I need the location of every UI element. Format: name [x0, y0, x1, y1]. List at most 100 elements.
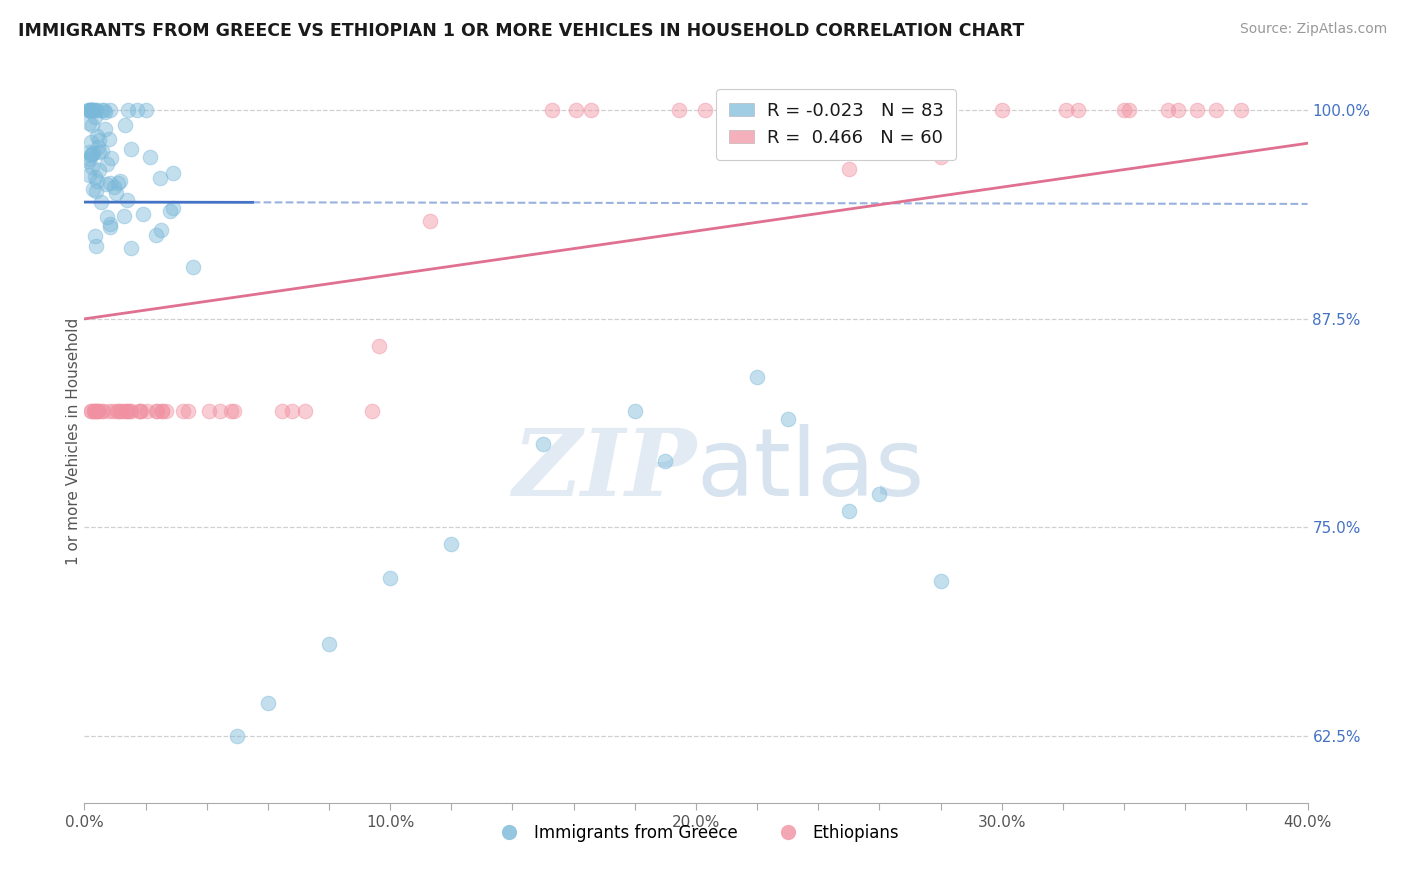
Point — [668, 103, 690, 118]
Point — [98, 103, 121, 118]
Point — [79, 103, 101, 118]
Point — [135, 103, 157, 118]
Point — [929, 574, 952, 588]
Point — [77, 103, 100, 118]
Point — [98, 220, 121, 235]
Point — [120, 403, 142, 417]
Point — [115, 194, 138, 208]
Point — [87, 132, 110, 146]
Point — [150, 403, 173, 417]
Point — [115, 403, 138, 417]
Point — [929, 150, 952, 164]
Point — [1114, 103, 1136, 118]
Point — [98, 176, 121, 190]
Y-axis label: 1 or more Vehicles in Household: 1 or more Vehicles in Household — [66, 318, 80, 566]
Point — [176, 403, 198, 417]
Point — [222, 403, 245, 417]
Point — [128, 403, 150, 417]
Point — [271, 403, 294, 417]
Point — [183, 260, 205, 274]
Point — [86, 403, 108, 417]
Point — [209, 403, 232, 417]
Point — [695, 103, 717, 118]
Text: IMMIGRANTS FROM GREECE VS ETHIOPIAN 1 OR MORE VEHICLES IN HOUSEHOLD CORRELATION : IMMIGRANTS FROM GREECE VS ETHIOPIAN 1 OR… — [18, 22, 1025, 40]
Point — [84, 103, 107, 118]
Point — [361, 403, 384, 417]
Text: Source: ZipAtlas.com: Source: ZipAtlas.com — [1240, 22, 1388, 37]
Point — [80, 403, 103, 417]
Point — [96, 157, 118, 171]
Point — [172, 403, 194, 417]
Point — [77, 168, 100, 182]
Point — [94, 122, 117, 136]
Point — [108, 403, 131, 417]
Point — [1157, 103, 1180, 118]
Point — [111, 403, 134, 417]
Point — [82, 181, 104, 195]
Point — [86, 129, 108, 144]
Point — [1185, 103, 1208, 118]
Point — [146, 403, 169, 417]
Point — [118, 403, 141, 417]
Point — [87, 403, 110, 417]
Point — [98, 217, 121, 231]
Point — [117, 103, 139, 118]
Point — [115, 403, 138, 417]
Point — [226, 729, 249, 743]
Point — [91, 144, 114, 158]
Point — [82, 103, 104, 118]
Point — [380, 570, 402, 584]
Point — [105, 403, 128, 417]
Point — [80, 403, 103, 417]
Point — [419, 214, 441, 228]
Point — [107, 403, 129, 417]
Point — [94, 105, 117, 120]
Point — [80, 103, 103, 118]
Point — [1054, 103, 1077, 118]
Point — [94, 178, 117, 192]
Point — [579, 103, 602, 118]
Point — [145, 227, 167, 242]
Point — [139, 150, 162, 164]
Point — [82, 146, 104, 161]
Legend: Immigrants from Greece, Ethiopians: Immigrants from Greece, Ethiopians — [486, 817, 905, 848]
Point — [79, 152, 101, 166]
Point — [77, 154, 100, 169]
Point — [257, 696, 280, 710]
Point — [77, 145, 100, 160]
Point — [280, 403, 302, 417]
Point — [112, 209, 135, 223]
Point — [80, 103, 103, 118]
Point — [77, 103, 100, 118]
Point — [624, 403, 647, 417]
Point — [162, 166, 184, 180]
Point — [91, 403, 114, 417]
Point — [80, 160, 103, 174]
Point — [80, 147, 103, 161]
Point — [654, 454, 676, 468]
Point — [89, 145, 111, 159]
Point — [87, 140, 110, 154]
Point — [747, 370, 769, 384]
Point — [869, 487, 891, 501]
Point — [84, 403, 107, 417]
Point — [896, 103, 918, 118]
Point — [100, 151, 122, 165]
Point — [84, 110, 107, 124]
Point — [79, 103, 101, 118]
Point — [84, 185, 107, 199]
Point — [136, 403, 159, 417]
Point — [1118, 103, 1140, 118]
Point — [991, 103, 1014, 118]
Point — [776, 412, 799, 426]
Point — [838, 504, 860, 518]
Point — [145, 403, 167, 417]
Point — [1230, 103, 1253, 118]
Point — [83, 169, 105, 184]
Point — [84, 238, 107, 252]
Point — [131, 207, 153, 221]
Point — [150, 403, 173, 417]
Point — [120, 142, 142, 156]
Point — [114, 403, 136, 417]
Point — [129, 403, 152, 417]
